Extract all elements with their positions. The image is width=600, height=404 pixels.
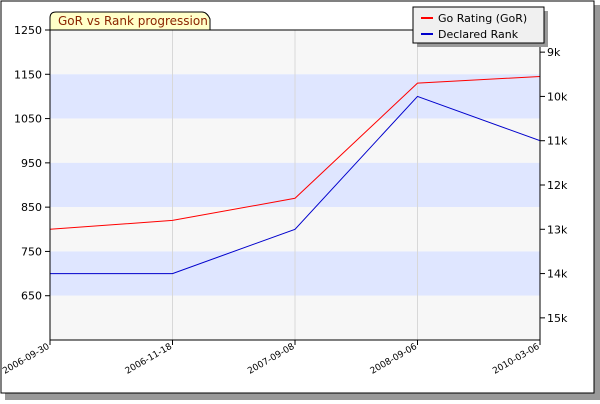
series-line-declared-rank bbox=[50, 95, 540, 275]
right-tick-label: 9k bbox=[547, 46, 561, 59]
left-tick-label: 1150 bbox=[14, 68, 42, 81]
left-tick-label: 1250 bbox=[14, 24, 42, 37]
chart-title: GoR vs Rank progression bbox=[58, 14, 208, 28]
left-tick-label: 750 bbox=[21, 245, 42, 258]
legend: Go Rating (GoR) Declared Rank bbox=[412, 6, 548, 47]
left-tick-label: 850 bbox=[21, 201, 42, 214]
right-tick-label: 12k bbox=[547, 179, 568, 192]
right-axis: 9k 10k 11k 12k 13k 14k 15k bbox=[540, 46, 568, 325]
left-axis: 1250 1150 1050 950 850 750 650 bbox=[14, 24, 50, 303]
right-tick-label: 10k bbox=[547, 90, 568, 103]
legend-label: Declared Rank bbox=[438, 28, 519, 41]
left-tick-label: 950 bbox=[21, 157, 42, 170]
grid-lines bbox=[172, 30, 418, 340]
left-tick-label: 1050 bbox=[14, 113, 42, 126]
chart-title-tab: GoR vs Rank progression bbox=[49, 11, 211, 31]
right-tick-label: 14k bbox=[547, 268, 568, 281]
series-group bbox=[50, 76, 540, 275]
right-tick-label: 15k bbox=[547, 312, 568, 325]
right-tick-label: 13k bbox=[547, 223, 568, 236]
legend-box bbox=[412, 6, 545, 44]
right-tick-label: 11k bbox=[547, 135, 568, 148]
legend-label: Go Rating (GoR) bbox=[438, 12, 527, 25]
left-tick-label: 650 bbox=[21, 290, 42, 303]
series-line-go-rating bbox=[50, 76, 540, 230]
